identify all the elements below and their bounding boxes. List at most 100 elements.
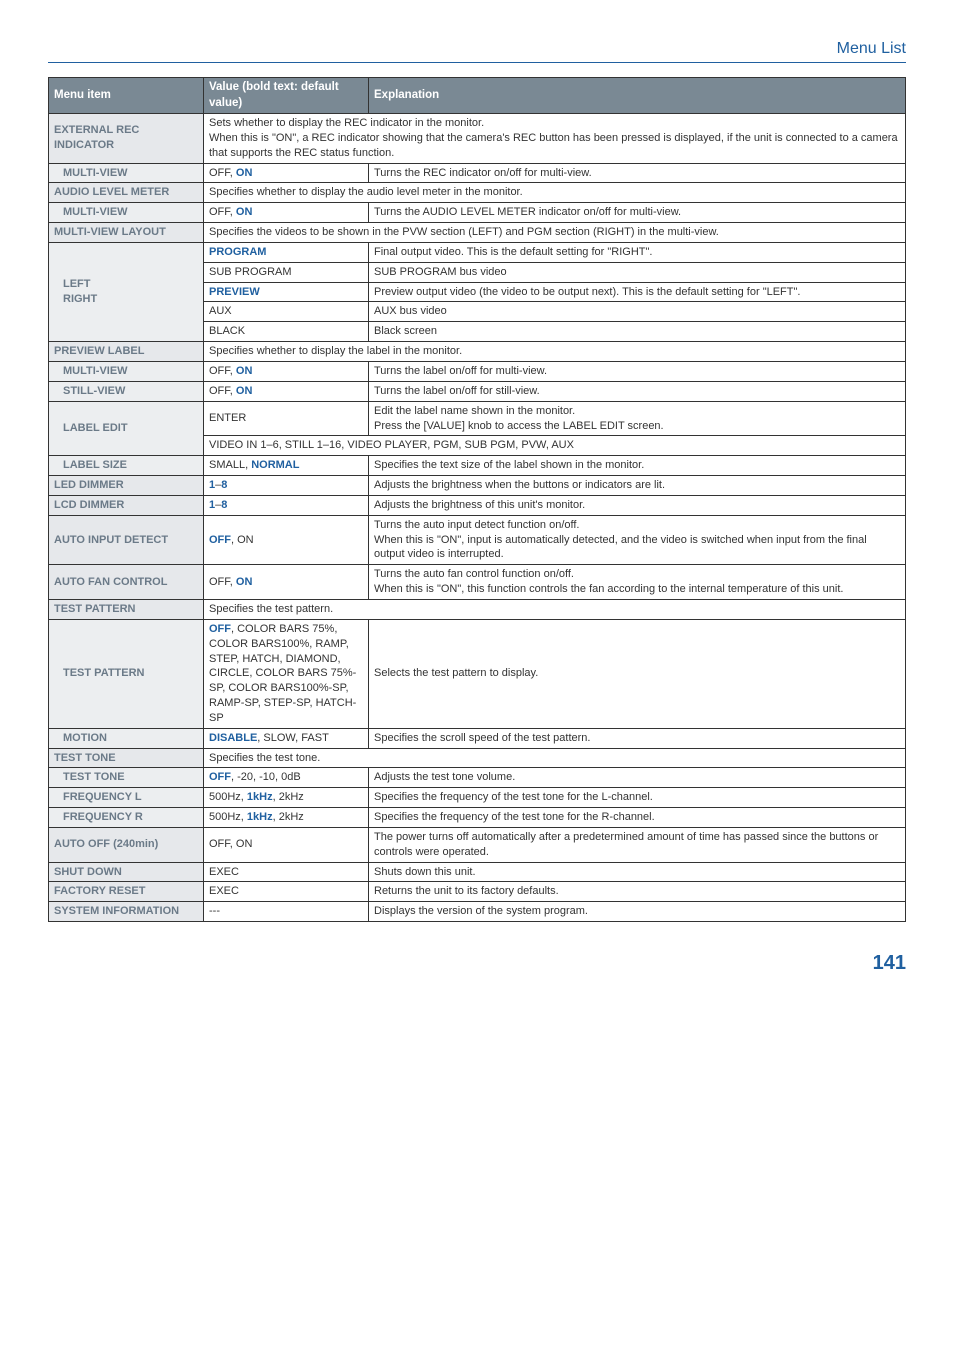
menu-item-cell: SHUT DOWN: [49, 862, 204, 882]
menu-item-cell: MULTI-VIEW: [49, 203, 204, 223]
explanation-cell: Specifies whether to display the label i…: [204, 342, 906, 362]
explanation-cell: SUB PROGRAM bus video: [369, 262, 906, 282]
menu-table: Menu item Value (bold text: default valu…: [48, 77, 906, 922]
explanation-cell: Adjusts the brightness of this unit's mo…: [369, 495, 906, 515]
table-row: AUTO FAN CONTROLOFF, ONTurns the auto fa…: [49, 565, 906, 600]
table-row: STILL-VIEWOFF, ONTurns the label on/off …: [49, 381, 906, 401]
explanation-cell: Displays the version of the system progr…: [369, 902, 906, 922]
explanation-cell: Shuts down this unit.: [369, 862, 906, 882]
menu-item-cell: FACTORY RESET: [49, 882, 204, 902]
value-cell: OFF, ON: [204, 515, 369, 565]
table-row: FREQUENCY R500Hz, 1kHz, 2kHzSpecifies th…: [49, 808, 906, 828]
menu-item-cell: TEST TONE: [49, 768, 204, 788]
explanation-cell: Turns the label on/off for multi-view.: [369, 362, 906, 382]
table-row: TEST TONEOFF, -20, -10, 0dBAdjusts the t…: [49, 768, 906, 788]
value-cell: ENTER: [204, 401, 369, 436]
menu-item-cell: AUTO FAN CONTROL: [49, 565, 204, 600]
explanation-cell: Adjusts the brightness when the buttons …: [369, 476, 906, 496]
value-cell: OFF, ON: [204, 203, 369, 223]
explanation-cell: Turns the auto input detect function on/…: [369, 515, 906, 565]
table-row: LABEL EDITENTEREdit the label name shown…: [49, 401, 906, 436]
value-cell: DISABLE, SLOW, FAST: [204, 728, 369, 748]
table-header-row: Menu item Value (bold text: default valu…: [49, 78, 906, 114]
page-number: 141: [48, 952, 906, 975]
value-cell: 1–8: [204, 476, 369, 496]
value-cell: PROGRAM: [204, 242, 369, 262]
menu-item-cell: PREVIEW LABEL: [49, 342, 204, 362]
value-cell: SUB PROGRAM: [204, 262, 369, 282]
table-row: SHUT DOWNEXECShuts down this unit.: [49, 862, 906, 882]
value-cell: OFF, ON: [204, 381, 369, 401]
table-row: TEST TONESpecifies the test tone.: [49, 748, 906, 768]
value-cell: EXEC: [204, 882, 369, 902]
explanation-cell: Specifies whether to display the audio l…: [204, 183, 906, 203]
col-explanation: Explanation: [369, 78, 906, 114]
explanation-cell: Turns the AUDIO LEVEL METER indicator on…: [369, 203, 906, 223]
explanation-cell: Final output video. This is the default …: [369, 242, 906, 262]
table-row: MULTI-VIEW LAYOUTSpecifies the videos to…: [49, 223, 906, 243]
menu-item-cell: MULTI-VIEW: [49, 362, 204, 382]
menu-item-cell: AUTO OFF (240min): [49, 827, 204, 862]
table-row: PREVIEW LABELSpecifies whether to displa…: [49, 342, 906, 362]
explanation-cell: The power turns off automatically after …: [369, 827, 906, 862]
table-row: MULTI-VIEWOFF, ONTurns the AUDIO LEVEL M…: [49, 203, 906, 223]
explanation-cell: AUX bus video: [369, 302, 906, 322]
table-row: FACTORY RESETEXECReturns the unit to its…: [49, 882, 906, 902]
menu-item-cell: LED DIMMER: [49, 476, 204, 496]
value-cell: OFF, ON: [204, 827, 369, 862]
explanation-cell: Edit the label name shown in the monitor…: [369, 401, 906, 436]
value-cell: OFF, ON: [204, 163, 369, 183]
value-cell: OFF, COLOR BARS 75%, COLOR BARS100%, RAM…: [204, 619, 369, 728]
col-menu-item: Menu item: [49, 78, 204, 114]
menu-item-cell: MOTION: [49, 728, 204, 748]
menu-item-cell: STILL-VIEW: [49, 381, 204, 401]
explanation-cell: Black screen: [369, 322, 906, 342]
menu-item-cell: LABEL EDIT: [49, 401, 204, 456]
table-row: SYSTEM INFORMATION---Displays the versio…: [49, 902, 906, 922]
table-row: LEFTRIGHTPROGRAMFinal output video. This…: [49, 242, 906, 262]
menu-item-cell: LABEL SIZE: [49, 456, 204, 476]
explanation-cell: VIDEO IN 1–6, STILL 1–16, VIDEO PLAYER, …: [204, 436, 906, 456]
explanation-cell: Specifies the scroll speed of the test p…: [369, 728, 906, 748]
col-value: Value (bold text: default value): [204, 78, 369, 114]
menu-item-cell: FREQUENCY L: [49, 788, 204, 808]
value-cell: 500Hz, 1kHz, 2kHz: [204, 788, 369, 808]
explanation-cell: Turns the label on/off for still-view.: [369, 381, 906, 401]
table-row: LED DIMMER1–8Adjusts the brightness when…: [49, 476, 906, 496]
value-cell: BLACK: [204, 322, 369, 342]
value-cell: 500Hz, 1kHz, 2kHz: [204, 808, 369, 828]
explanation-cell: Specifies the test pattern.: [204, 599, 906, 619]
explanation-cell: Turns the REC indicator on/off for multi…: [369, 163, 906, 183]
menu-item-cell: LCD DIMMER: [49, 495, 204, 515]
table-row: AUTO OFF (240min)OFF, ONThe power turns …: [49, 827, 906, 862]
menu-item-cell: EXTERNAL REC INDICATOR: [49, 114, 204, 164]
value-cell: AUX: [204, 302, 369, 322]
value-cell: OFF, ON: [204, 362, 369, 382]
menu-item-cell: TEST PATTERN: [49, 619, 204, 728]
menu-item-cell: LEFTRIGHT: [49, 242, 204, 341]
value-cell: ---: [204, 902, 369, 922]
table-row: MULTI-VIEWOFF, ONTurns the label on/off …: [49, 362, 906, 382]
table-row: TEST PATTERNOFF, COLOR BARS 75%, COLOR B…: [49, 619, 906, 728]
explanation-cell: Specifies the frequency of the test tone…: [369, 788, 906, 808]
explanation-cell: Returns the unit to its factory defaults…: [369, 882, 906, 902]
value-cell: PREVIEW: [204, 282, 369, 302]
value-cell: 1–8: [204, 495, 369, 515]
table-row: AUTO INPUT DETECTOFF, ONTurns the auto i…: [49, 515, 906, 565]
table-row: AUDIO LEVEL METERSpecifies whether to di…: [49, 183, 906, 203]
value-cell: SMALL, NORMAL: [204, 456, 369, 476]
table-row: LABEL SIZESMALL, NORMALSpecifies the tex…: [49, 456, 906, 476]
table-row: TEST PATTERNSpecifies the test pattern.: [49, 599, 906, 619]
menu-item-cell: AUDIO LEVEL METER: [49, 183, 204, 203]
page-title: Menu List: [48, 40, 906, 63]
explanation-cell: Specifies the text size of the label sho…: [369, 456, 906, 476]
explanation-cell: Specifies the videos to be shown in the …: [204, 223, 906, 243]
explanation-cell: Sets whether to display the REC indicato…: [204, 114, 906, 164]
explanation-cell: Specifies the test tone.: [204, 748, 906, 768]
explanation-cell: Selects the test pattern to display.: [369, 619, 906, 728]
table-row: MOTIONDISABLE, SLOW, FASTSpecifies the s…: [49, 728, 906, 748]
menu-item-cell: TEST TONE: [49, 748, 204, 768]
explanation-cell: Preview output video (the video to be ou…: [369, 282, 906, 302]
table-row: LCD DIMMER1–8Adjusts the brightness of t…: [49, 495, 906, 515]
table-row: EXTERNAL REC INDICATORSets whether to di…: [49, 114, 906, 164]
